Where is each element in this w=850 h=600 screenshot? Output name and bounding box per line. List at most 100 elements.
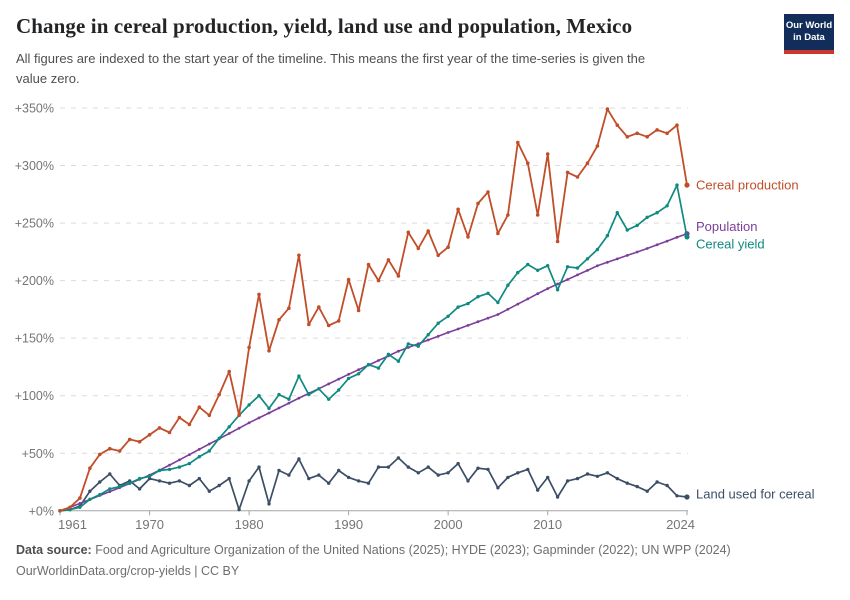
series-point-population — [456, 327, 460, 331]
series-point-cereal-production — [565, 170, 570, 175]
series-point-cereal-yield — [675, 183, 679, 187]
series-point-land-used-for-cereal — [346, 475, 351, 480]
series-point-land-used-for-cereal — [565, 479, 570, 483]
series-point-cereal-yield — [565, 265, 570, 269]
series-point-land-used-for-cereal — [237, 507, 241, 512]
series-point-cereal-yield — [317, 387, 321, 391]
series-point-population — [197, 447, 201, 451]
series-label-land-used-for-cereal[interactable]: Land used for cereal — [696, 486, 815, 501]
series-point-cereal-yield — [536, 268, 540, 272]
series-point-population — [516, 302, 520, 306]
series-point-land-used-for-cereal — [337, 468, 341, 473]
series-point-land-used-for-cereal — [197, 476, 201, 481]
series-point-land-used-for-cereal — [675, 494, 679, 498]
series-point-cereal-yield — [157, 468, 162, 473]
series-point-land-used-for-cereal — [665, 483, 669, 488]
series-point-cereal-yield — [446, 314, 450, 318]
series-label-cereal-yield[interactable]: Cereal yield — [696, 236, 765, 251]
series-point-land-used-for-cereal — [536, 488, 540, 492]
series-point-cereal-yield — [128, 481, 132, 485]
series-point-cereal-yield — [615, 211, 619, 215]
series-point-land-used-for-cereal — [267, 502, 271, 506]
series-point-cereal-production — [187, 422, 192, 427]
series-point-population — [506, 307, 510, 311]
series-point-land-used-for-cereal — [88, 489, 92, 493]
series-point-population — [297, 396, 301, 400]
series-point-population — [606, 260, 609, 264]
series-point-cereal-yield — [396, 359, 401, 363]
series-point-land-used-for-cereal — [317, 473, 321, 477]
series-point-cereal-production — [326, 323, 331, 328]
data-source-label: Data source: — [16, 543, 92, 557]
series-point-cereal-yield — [366, 362, 371, 367]
series-point-cereal-production — [207, 413, 212, 418]
series-point-population — [237, 426, 241, 430]
series-point-cereal-yield — [147, 474, 152, 478]
series-point-population — [486, 316, 490, 320]
series-point-land-used-for-cereal — [516, 471, 520, 475]
series-label-population[interactable]: Population — [696, 219, 757, 234]
series-point-population — [168, 463, 171, 467]
series-line-cereal-yield[interactable] — [59, 184, 688, 512]
series-point-land-used-for-cereal — [506, 475, 510, 480]
series-point-population — [257, 416, 261, 420]
series-point-land-used-for-cereal — [157, 479, 162, 483]
series-point-population — [576, 273, 579, 277]
series-point-cereal-yield — [376, 366, 381, 370]
series-point-population — [377, 359, 380, 362]
x-tick-label: 1990 — [334, 517, 363, 532]
y-tick-label: +300% — [15, 159, 54, 173]
series-point-cereal-production — [436, 253, 441, 258]
series-point-cereal-production — [277, 318, 281, 322]
series-point-cereal-production — [317, 305, 321, 309]
series-point-land-used-for-cereal — [376, 465, 381, 469]
series-point-cereal-production — [575, 175, 580, 179]
series-point-cereal-production — [98, 452, 102, 457]
series-point-cereal-yield — [486, 291, 490, 295]
series-point-cereal-production — [655, 128, 659, 132]
series-point-land-used-for-cereal — [396, 456, 401, 460]
series-point-cereal-production — [645, 135, 649, 139]
series-point-cereal-production — [297, 253, 301, 258]
series-point-cereal-production — [506, 213, 510, 217]
series-point-cereal-yield — [466, 301, 470, 306]
y-tick-label: +50% — [22, 447, 54, 461]
series-point-land-used-for-cereal — [287, 473, 291, 477]
series-point-cereal-yield — [307, 392, 311, 397]
series-point-cereal-production — [287, 306, 291, 311]
footer-license-link[interactable]: OurWorldinData.org/crop-yields | CC BY — [16, 564, 240, 578]
x-tick-label: 1980 — [235, 517, 264, 532]
series-point-cereal-production — [88, 466, 92, 471]
series-point-land-used-for-cereal — [635, 484, 639, 489]
series-point-cereal-yield — [555, 288, 560, 292]
series-point-cereal-production — [117, 449, 122, 453]
series-point-population — [536, 292, 540, 296]
series-point-cereal-yield — [386, 352, 391, 356]
series-point-land-used-for-cereal — [137, 487, 142, 491]
series-point-cereal-yield — [297, 374, 301, 378]
owid-logo[interactable]: Our World in Data — [784, 14, 834, 54]
series-point-cereal-production — [466, 235, 470, 239]
series-point-land-used-for-cereal — [595, 474, 600, 478]
series-point-population — [397, 349, 400, 353]
owid-logo-line-1: Our World — [785, 20, 833, 31]
series-point-land-used-for-cereal — [625, 481, 629, 485]
y-tick-label: +350% — [15, 101, 54, 115]
series-line-cereal-production[interactable] — [59, 108, 688, 512]
series-point-cereal-yield — [526, 262, 530, 267]
series-point-land-used-for-cereal — [436, 473, 440, 477]
series-point-cereal-production — [366, 262, 371, 267]
series-point-land-used-for-cereal — [426, 465, 430, 469]
series-point-cereal-production — [227, 369, 231, 374]
series-point-cereal-yield — [605, 234, 610, 238]
series-label-cereal-production[interactable]: Cereal production — [696, 178, 799, 193]
series-point-population — [337, 377, 341, 381]
series-point-population — [586, 269, 589, 272]
series-line-population[interactable] — [59, 232, 688, 512]
series-point-cereal-yield — [118, 484, 122, 489]
series-point-land-used-for-cereal — [615, 476, 619, 481]
series-point-cereal-yield — [137, 476, 142, 481]
series-line-land-used-for-cereal[interactable] — [59, 457, 688, 512]
y-tick-label: +100% — [15, 389, 54, 403]
